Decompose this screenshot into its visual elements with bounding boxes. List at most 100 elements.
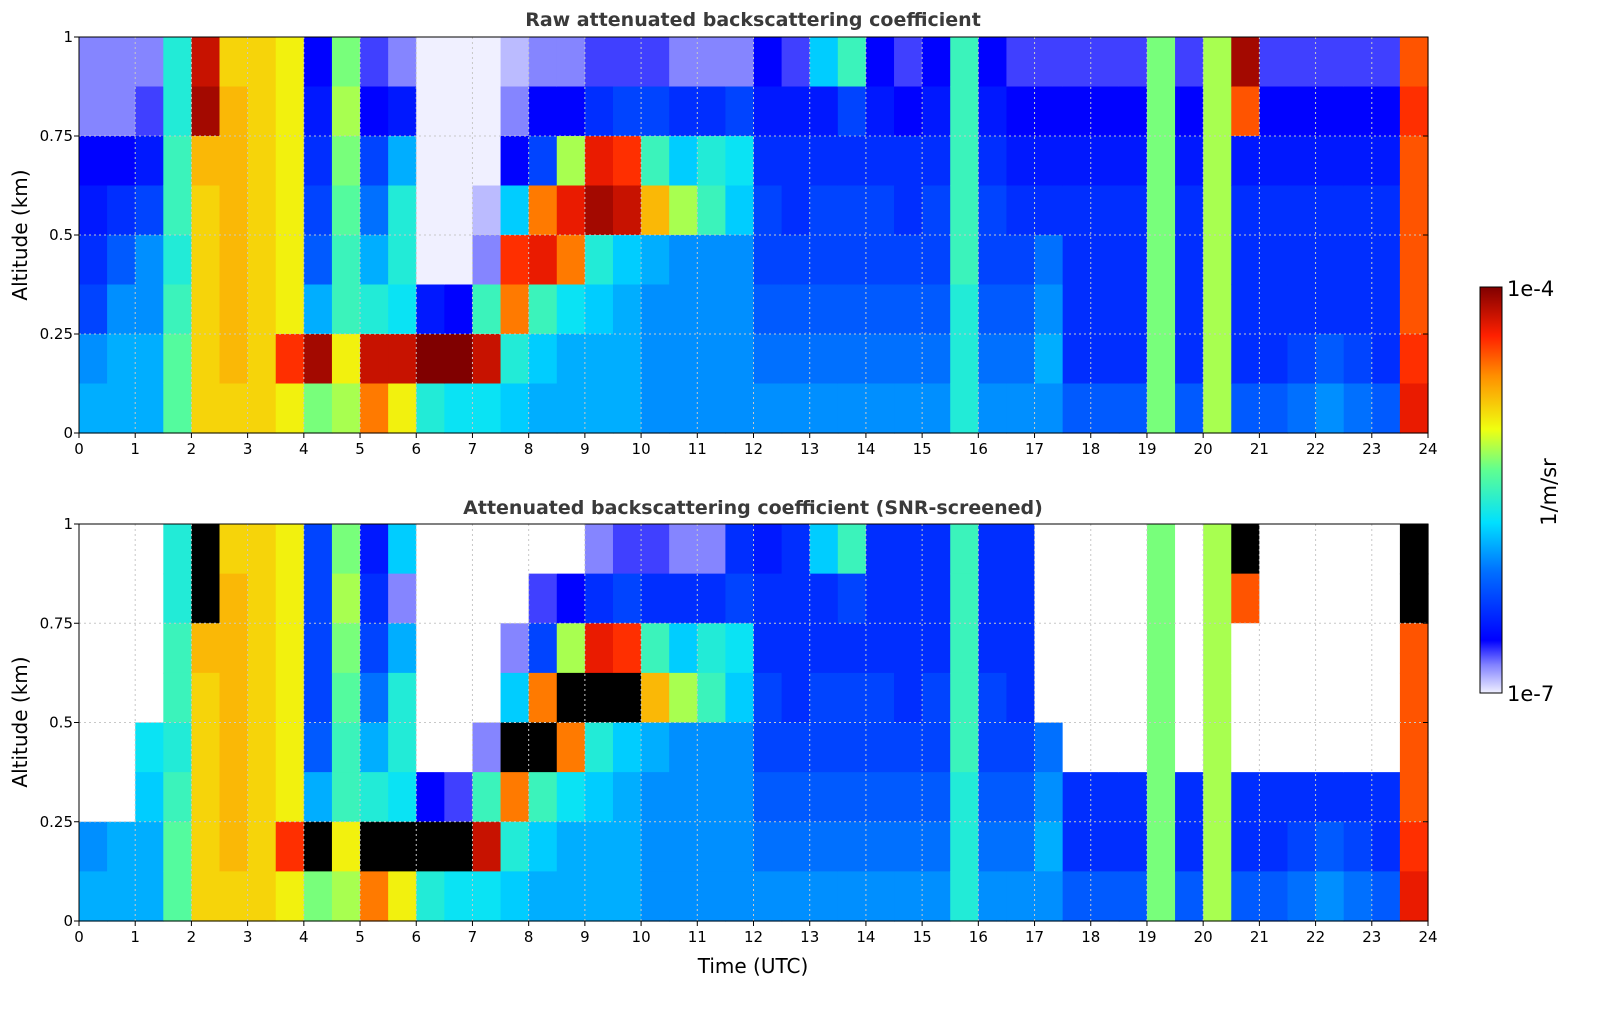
heat-cell (275, 136, 305, 187)
heat-cell (1175, 623, 1204, 674)
heat-cell (416, 722, 445, 773)
x-tick-label: 17 (1025, 440, 1044, 458)
heat-cell (809, 86, 839, 137)
heat-cell (135, 235, 164, 286)
heat-cell (950, 573, 979, 624)
heat-cell (331, 185, 361, 236)
heat-cell (219, 672, 249, 724)
heat-cell (612, 37, 642, 88)
heat-cell (725, 334, 755, 385)
heat-cell (641, 772, 670, 823)
heat-cell (753, 573, 783, 624)
heat-cell (247, 772, 277, 823)
y-tick-label: 0.5 (49, 226, 73, 244)
x-tick-label: 23 (1362, 928, 1381, 946)
heat-cell (1006, 573, 1036, 624)
heat-cell (275, 383, 305, 434)
heat-cell (1006, 86, 1036, 137)
heat-cell (809, 871, 839, 922)
heat-cell (360, 623, 389, 674)
heat-cell (1118, 334, 1148, 385)
heat-cell (331, 871, 361, 922)
x-axis-label: Time (UTC) (697, 954, 809, 978)
heat-cell (1399, 334, 1429, 385)
x-tick-label: 18 (1081, 440, 1100, 458)
heat-cell (556, 37, 586, 88)
heat-cell (107, 284, 136, 335)
heat-cell (1343, 37, 1373, 88)
heat-cell (725, 524, 755, 575)
heat-cell (1399, 136, 1429, 187)
heat-cell (950, 772, 979, 823)
heat-cell (79, 722, 108, 773)
heat-cell (1034, 871, 1064, 922)
heat-cell (922, 722, 951, 773)
x-tick-label: 22 (1306, 928, 1325, 946)
heat-cell (1371, 524, 1401, 575)
heat-cell (584, 383, 614, 434)
heat-cell (275, 37, 305, 88)
heat-cell (1034, 722, 1064, 773)
heat-cell (444, 821, 474, 872)
chart-title: Raw attenuated backscattering coefficien… (525, 9, 981, 31)
heat-cell (107, 235, 136, 286)
heat-cell (753, 383, 783, 434)
heat-cell (584, 334, 614, 385)
heat-cell (612, 524, 642, 575)
heat-cell (1371, 772, 1401, 823)
heat-cell (641, 623, 670, 674)
heat-cell (865, 772, 895, 823)
x-tick-label: 24 (1418, 440, 1437, 458)
heat-cell (1259, 772, 1289, 823)
heat-cell (781, 383, 811, 434)
heat-cell (360, 383, 389, 434)
heat-cell (584, 37, 614, 88)
heat-cell (950, 722, 979, 773)
heat-cell (219, 722, 249, 773)
heat-cell (1062, 871, 1092, 922)
heat-cell (753, 284, 783, 335)
heat-cell (1315, 334, 1345, 385)
heat-cell (1034, 623, 1064, 674)
heat-cell (107, 524, 136, 575)
heat-cell (753, 821, 783, 872)
x-tick-label: 2 (187, 440, 197, 458)
heat-cell (79, 573, 108, 624)
heat-cell (1343, 235, 1373, 286)
x-tick-label: 6 (411, 928, 421, 946)
chart-title: Attenuated backscattering coefficient (S… (463, 497, 1043, 519)
y-axis-label: Altitude (km) (8, 169, 32, 300)
heat-cell (697, 37, 726, 88)
heat-cell (894, 86, 923, 137)
heat-cell (163, 722, 193, 773)
heat-cell (444, 623, 474, 674)
heat-cell (1315, 623, 1345, 674)
heat-cell (303, 185, 333, 236)
heat-cell (1399, 86, 1429, 137)
heat-cell (978, 623, 1008, 674)
heat-cell (1175, 821, 1204, 872)
heat-cell (1287, 383, 1317, 434)
heat-cell (1315, 383, 1345, 434)
heat-cell (865, 334, 895, 385)
heat-cell (556, 185, 586, 236)
heat-cell (1034, 235, 1064, 286)
heat-cell (894, 235, 923, 286)
x-tick-label: 17 (1025, 928, 1044, 946)
heat-cell (1062, 383, 1092, 434)
heat-cell (1006, 821, 1036, 872)
heat-cell (135, 871, 164, 922)
heat-cell (107, 871, 136, 922)
heat-cell (1203, 235, 1232, 286)
heat-cell (275, 623, 305, 674)
heat-cell (697, 185, 726, 236)
grid (78, 523, 1429, 922)
heat-cell (1203, 573, 1232, 624)
heat-cell (978, 185, 1008, 236)
heat-cell (725, 37, 755, 88)
heat-cell (837, 86, 867, 137)
heat-cell (1118, 86, 1148, 137)
heat-cell (107, 383, 136, 434)
heat-cell (191, 136, 221, 187)
heat-cell (472, 136, 502, 187)
